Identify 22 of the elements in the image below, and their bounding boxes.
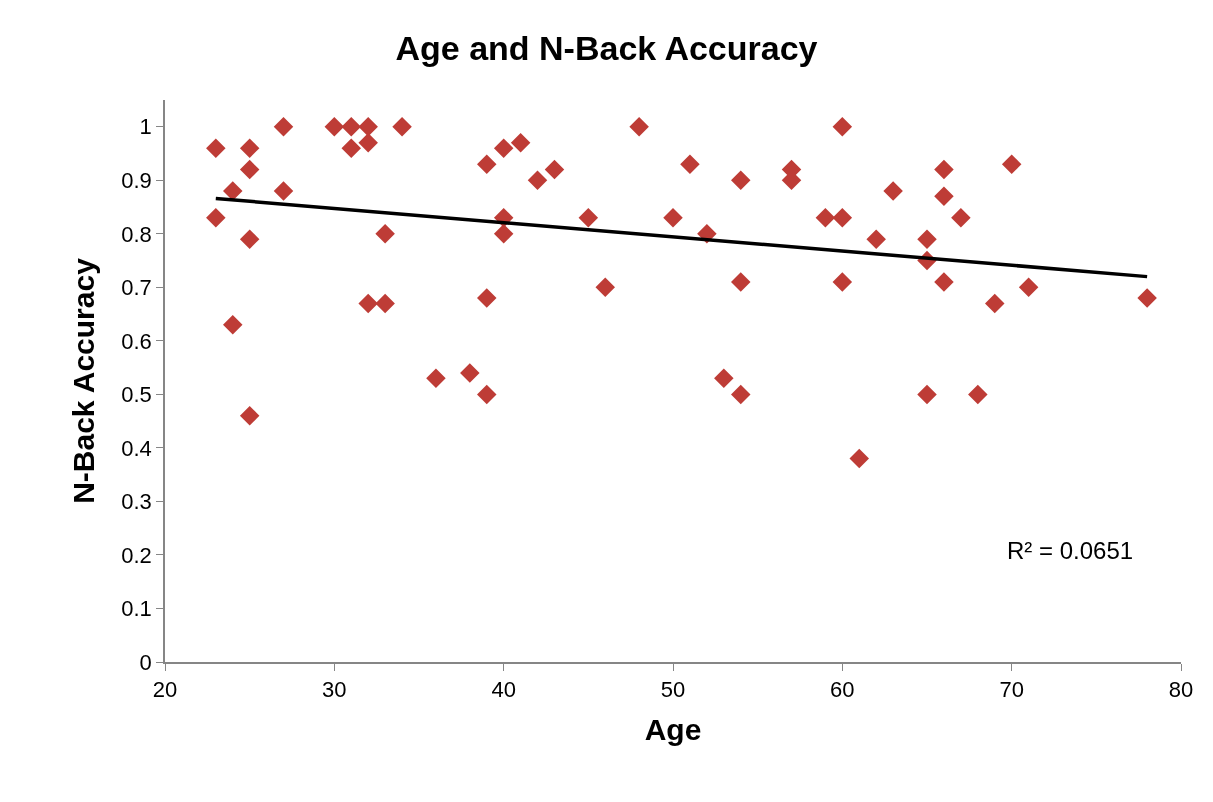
y-tick-label: 0.3	[121, 489, 152, 515]
annotation: R² = 0.0651	[1007, 537, 1134, 564]
y-axis-title: N-Back Accuracy	[66, 257, 100, 504]
x-tick-label: 30	[322, 677, 347, 703]
y-tick-label: 0.5	[121, 382, 152, 408]
y-tick-label: 0.8	[121, 221, 152, 247]
x-tick-label: 80	[1168, 677, 1194, 703]
y-tick-label: 0	[139, 649, 152, 675]
x-tick-label: 40	[491, 677, 516, 703]
y-tick-label: 0.2	[121, 542, 152, 568]
y-tick-label: 0.4	[121, 435, 152, 461]
x-axis-title: Age	[644, 713, 702, 747]
x-tick-label: 50	[660, 677, 686, 703]
y-tick-label: 1	[139, 114, 152, 140]
x-tick-label: 60	[830, 677, 855, 703]
y-tick-label: 0.7	[121, 275, 152, 301]
x-tick-label: 70	[999, 677, 1024, 703]
y-tick-label: 0.1	[121, 596, 152, 622]
y-tick-label: 0.6	[121, 328, 152, 354]
y-tick-label: 0.9	[121, 167, 152, 193]
chart-title: Age and N-Back Accuracy	[395, 28, 818, 67]
x-tick-label: 20	[152, 677, 178, 703]
